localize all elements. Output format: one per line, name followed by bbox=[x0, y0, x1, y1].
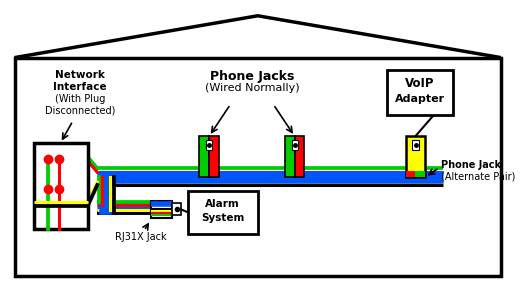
Bar bbox=[15, 58, 501, 276]
Text: Phone Jacks: Phone Jacks bbox=[209, 70, 294, 83]
Text: (Alternate Pair): (Alternate Pair) bbox=[441, 171, 515, 181]
Bar bbox=[199, 136, 209, 177]
Bar bbox=[415, 171, 425, 177]
Text: RJ31X Jack: RJ31X Jack bbox=[115, 232, 167, 242]
Bar bbox=[387, 70, 453, 115]
Text: (With Plug: (With Plug bbox=[54, 94, 105, 103]
Text: Alarm: Alarm bbox=[205, 199, 240, 209]
Bar bbox=[406, 136, 425, 177]
Bar bbox=[295, 136, 304, 177]
Bar bbox=[412, 140, 419, 150]
Bar bbox=[292, 140, 298, 150]
Text: Phone Jack: Phone Jack bbox=[441, 160, 500, 170]
Bar bbox=[206, 140, 212, 150]
Bar bbox=[209, 136, 219, 177]
Bar bbox=[172, 204, 181, 215]
Text: VoIP: VoIP bbox=[405, 77, 435, 90]
Bar bbox=[151, 201, 172, 218]
Text: Adapter: Adapter bbox=[395, 94, 445, 104]
Text: (Wired Normally): (Wired Normally) bbox=[205, 83, 299, 93]
Text: System: System bbox=[201, 213, 244, 223]
Text: Interface: Interface bbox=[53, 82, 106, 92]
Text: Disconnected): Disconnected) bbox=[44, 105, 115, 115]
Bar bbox=[285, 136, 295, 177]
Bar bbox=[188, 191, 258, 234]
Bar bbox=[406, 171, 415, 177]
Bar bbox=[34, 143, 87, 229]
Text: Network: Network bbox=[55, 70, 105, 80]
